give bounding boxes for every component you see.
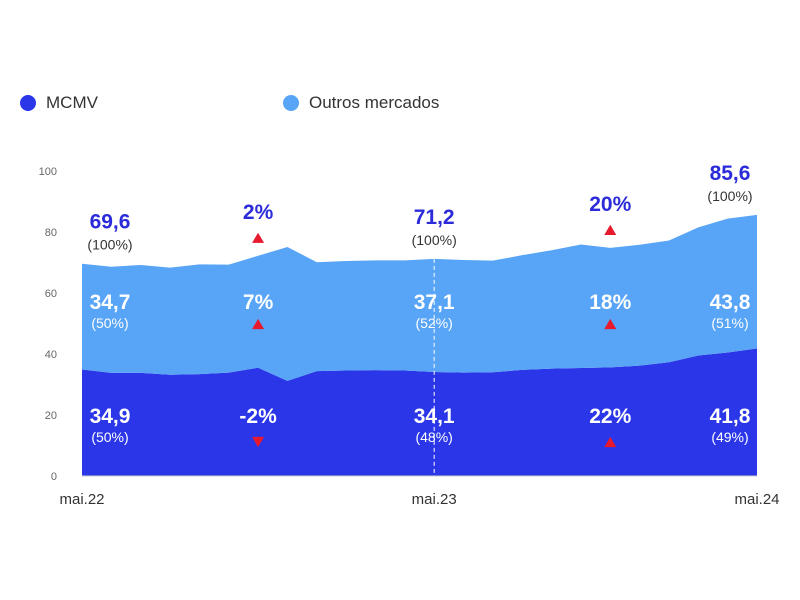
mcmv-share-label: (48%): [415, 429, 452, 445]
total-value-label: 71,2: [414, 206, 455, 229]
outros-value-label: 43,8: [710, 291, 751, 314]
outros-value-label: 34,7: [90, 291, 131, 314]
legend-item-mcmv: MCMV: [20, 93, 98, 113]
outros-value-label: 18%: [589, 291, 631, 314]
outros-share-label: (50%): [91, 315, 128, 331]
y-tick-label: 0: [51, 471, 57, 483]
total-share-label: (100%): [412, 232, 457, 248]
y-tick-label: 80: [45, 227, 57, 239]
mcmv-value-label: 41,8: [710, 405, 751, 428]
y-tick-label: 40: [45, 349, 57, 361]
mcmv-trend-up-icon: [604, 436, 617, 448]
y-tick-label: 60: [45, 288, 57, 300]
mcmv-value-label: 34,1: [414, 405, 455, 428]
legend-label-outros: Outros mercados: [309, 93, 440, 112]
legend-item-outros: Outros mercados: [283, 93, 439, 113]
total-trend-up-icon: [252, 232, 265, 243]
legend-label-mcmv: MCMV: [46, 93, 98, 112]
mcmv-value-label: 34,9: [90, 405, 131, 428]
area-series-mcmv: [82, 348, 757, 476]
x-tick-label: mai.22: [59, 491, 104, 508]
outros-trend-up-icon: [604, 318, 617, 330]
total-value-label: 85,6: [710, 162, 751, 185]
mcmv-trend-down-icon: [252, 436, 265, 448]
outros-trend-up-icon: [252, 318, 265, 330]
total-trend-up-icon: [604, 224, 617, 235]
outros-share-label: (52%): [415, 315, 452, 331]
legend-swatch-outros: [283, 95, 299, 111]
mcmv-value-label: -2%: [239, 405, 277, 428]
total-value-label: 2%: [243, 201, 274, 224]
y-tick-label: 100: [39, 166, 57, 178]
legend-swatch-mcmv: [20, 95, 36, 111]
total-share-label: (100%): [707, 188, 752, 204]
x-tick-label: mai.24: [734, 491, 779, 508]
area-series-outros: [82, 214, 757, 381]
total-value-label: 20%: [589, 193, 631, 216]
x-tick-label: mai.23: [412, 491, 457, 508]
mcmv-share-label: (49%): [711, 429, 748, 445]
mcmv-share-label: (50%): [91, 429, 128, 445]
total-value-label: 69,6: [90, 211, 131, 234]
total-share-label: (100%): [87, 237, 132, 253]
outros-value-label: 37,1: [414, 291, 455, 314]
y-tick-label: 20: [45, 410, 57, 422]
outros-share-label: (51%): [711, 315, 748, 331]
outros-value-label: 7%: [243, 291, 274, 314]
mcmv-value-label: 22%: [589, 405, 631, 428]
